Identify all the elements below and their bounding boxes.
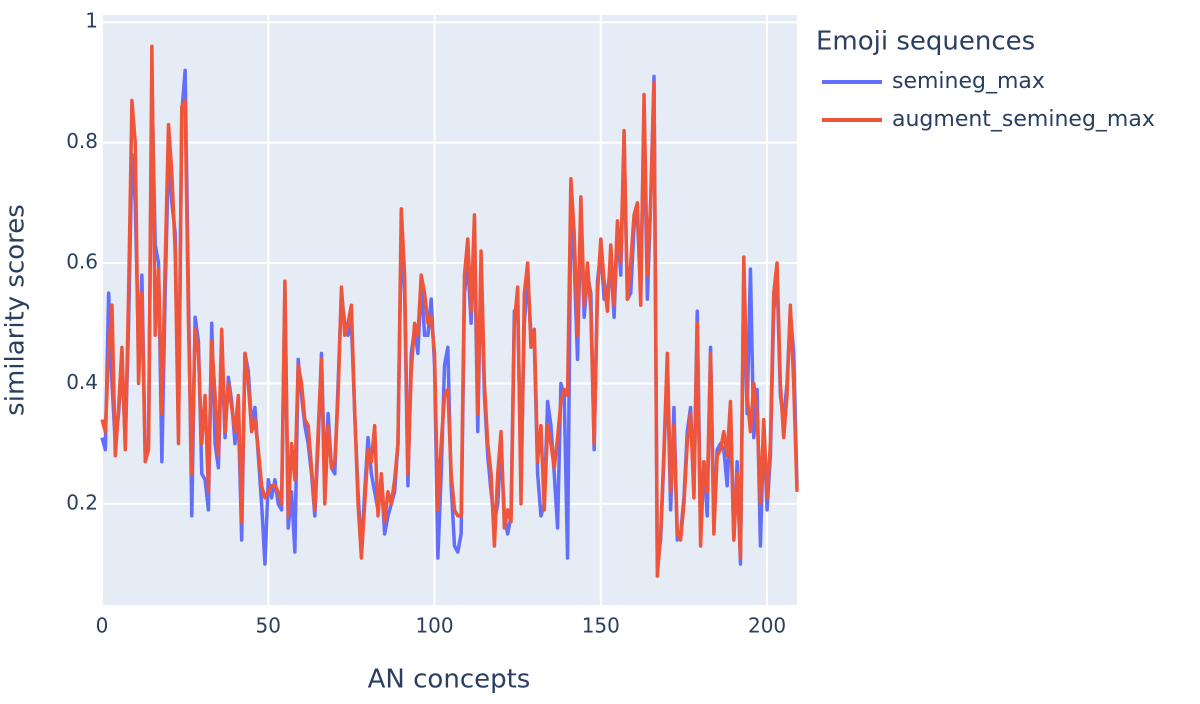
legend-label: semineg_max [892,69,1045,94]
y-tick-label: 0.8 [66,129,98,153]
lines [100,44,799,578]
plot-area [102,15,797,605]
y-tick-label: 1 [85,9,98,33]
legend-title: Emoji sequences [816,27,1035,57]
x-tick-label: 200 [748,614,786,638]
y-tick-label: 0.6 [66,250,98,274]
series-line [100,44,799,578]
x-tick-label: 50 [256,614,281,638]
grid [101,15,797,605]
x-tick-label: 100 [415,614,453,638]
y-tick-label: 0.2 [66,490,98,514]
legend-label: augment_semineg_max [892,107,1155,132]
x-axis-title: AN concepts [368,665,531,695]
x-tick-label: 150 [582,614,620,638]
y-tick-label: 0.4 [66,370,98,394]
x-tick-label: 0 [96,614,109,638]
y-axis-title: similarity scores [1,204,31,416]
